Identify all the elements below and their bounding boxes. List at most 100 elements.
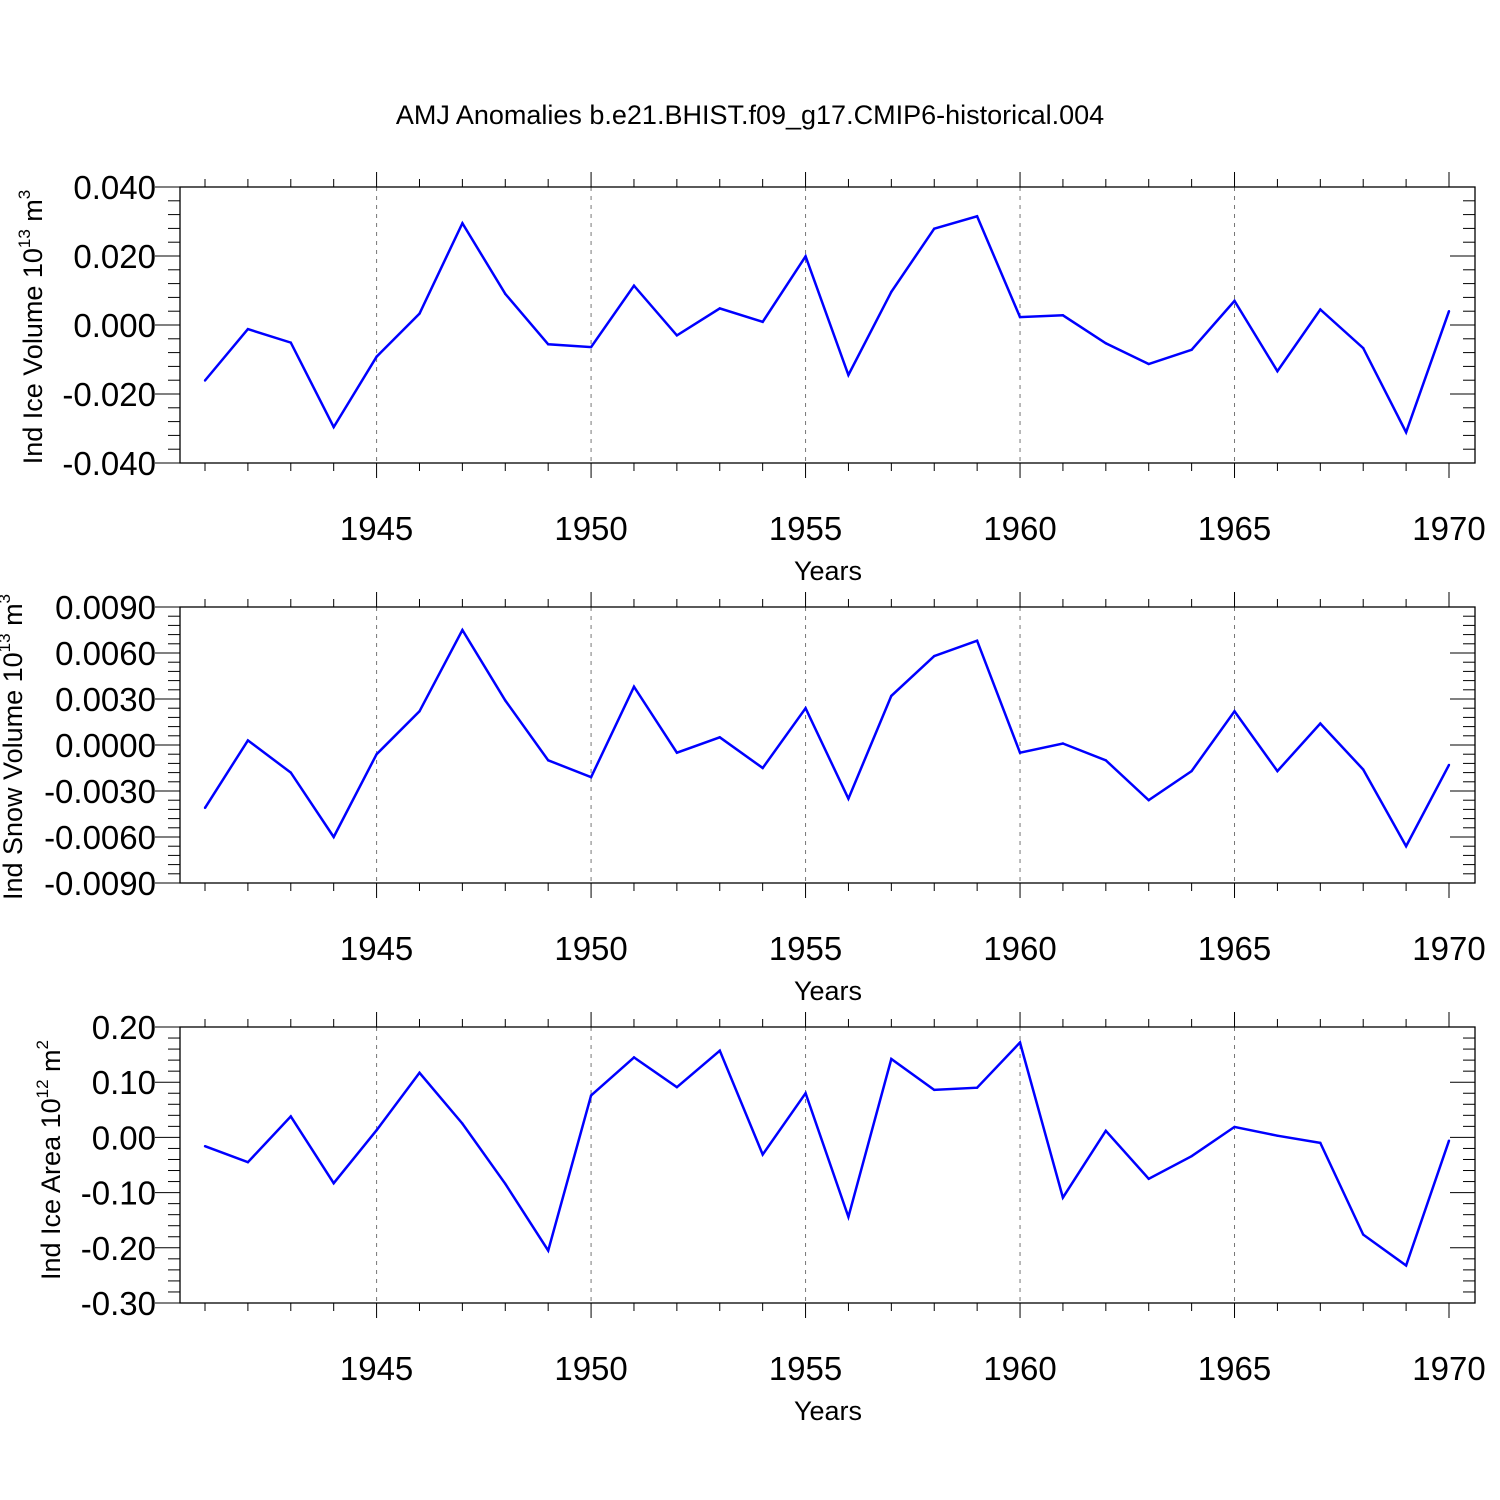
y-tick-label: -0.20 <box>81 1230 156 1267</box>
data-point <box>933 227 936 230</box>
data-point <box>890 694 893 698</box>
data-point <box>804 1092 807 1095</box>
x-tick-label: 1960 <box>983 1350 1056 1387</box>
y-tick-label: 0.10 <box>92 1064 156 1101</box>
data-point <box>933 1088 936 1092</box>
y-tick-label: 0.040 <box>73 169 156 206</box>
y-tick-label: 0.0000 <box>55 727 156 764</box>
y-tick-label: -0.10 <box>81 1175 156 1212</box>
x-tick-label: 1950 <box>554 930 627 967</box>
data-point <box>761 320 764 324</box>
data-point <box>1061 1196 1065 1199</box>
data-point <box>1319 1141 1322 1145</box>
data-point <box>1104 759 1108 762</box>
data-point <box>804 707 807 710</box>
data-point <box>546 759 550 762</box>
data-point <box>975 1086 979 1089</box>
data-point <box>632 1056 636 1059</box>
series-line <box>204 214 1451 436</box>
data-point <box>1147 1177 1150 1181</box>
data-point <box>1104 342 1108 345</box>
data-point <box>761 1153 764 1156</box>
figure-title: AMJ Anomalies b.e21.BHIST.f09_g17.CMIP6-… <box>396 100 1104 130</box>
data-point <box>975 215 979 218</box>
data-point <box>1190 348 1193 352</box>
data-point <box>1447 1139 1451 1142</box>
data-point <box>761 766 764 770</box>
x-tick-label: 1960 <box>983 930 1056 967</box>
x-tick-label: 1970 <box>1412 510 1485 547</box>
series-line <box>204 1040 1451 1268</box>
y-axis-title: Ind Ice Volume 1013 m3 <box>15 190 48 465</box>
x-tick-label: 1945 <box>340 1350 413 1387</box>
data-point <box>1447 310 1451 313</box>
series-line <box>203 627 1451 849</box>
x-tick-label: 1960 <box>983 510 1056 547</box>
data-point <box>1319 722 1322 725</box>
data-point <box>1447 763 1451 767</box>
y-tick-label: 0.0030 <box>55 681 156 718</box>
data-point <box>1362 346 1365 350</box>
data-point <box>461 1122 464 1125</box>
data-point <box>332 835 335 839</box>
x-tick-label: 1955 <box>769 930 842 967</box>
data-point <box>975 639 979 642</box>
x-tick-label: 1965 <box>1198 1350 1271 1387</box>
data-point <box>1319 308 1322 311</box>
data-point <box>1404 845 1408 848</box>
plot-frame <box>179 186 1476 464</box>
x-axis-title: Years <box>794 976 862 1006</box>
data-point <box>804 255 807 258</box>
data-point <box>504 699 507 702</box>
data-point <box>1190 1154 1193 1158</box>
data-point <box>289 771 292 774</box>
data-point <box>1233 1125 1236 1129</box>
data-point <box>1276 1134 1279 1137</box>
data-point <box>418 1071 421 1075</box>
x-tick-label: 1970 <box>1412 1350 1485 1387</box>
chart-panel-1: -0.040 -0.020 0.000 0.020 0.040 1945 1950 1955 1… <box>15 169 1486 586</box>
data-point <box>375 753 378 756</box>
data-point <box>1018 315 1022 319</box>
data-point <box>1404 1264 1408 1267</box>
data-point <box>847 797 850 800</box>
data-point <box>1018 751 1022 754</box>
data-point <box>1190 769 1193 773</box>
y-tick-label: 0.0060 <box>55 635 156 672</box>
data-point <box>1362 768 1365 771</box>
x-axis-title: Years <box>794 1396 862 1426</box>
data-point <box>589 1094 593 1097</box>
data-point <box>890 290 893 294</box>
y-tick-label: -0.0030 <box>44 773 156 810</box>
y-tick-label: 0.020 <box>73 238 156 275</box>
data-point <box>718 736 721 739</box>
data-point <box>1061 314 1065 317</box>
data-point <box>675 1085 679 1089</box>
data-point <box>546 1249 550 1252</box>
data-point <box>632 685 636 688</box>
data-point <box>461 628 464 632</box>
data-point <box>1276 769 1279 773</box>
data-point <box>933 654 936 658</box>
data-point <box>246 739 250 742</box>
data-point <box>1147 362 1150 366</box>
data-point <box>847 1215 850 1219</box>
data-point <box>1276 370 1279 373</box>
data-point <box>1233 299 1236 303</box>
data-point <box>675 751 679 754</box>
chart-panel-2: -0.0090 -0.0060 -0.0030 0.0000 0.0030 0.0060 0… <box>0 589 1486 1006</box>
data-point <box>1404 431 1408 434</box>
y-tick-label: 0.00 <box>92 1119 156 1156</box>
y-axis-title: Ind Snow Volume 1013 m3 <box>0 594 28 900</box>
y-tick-label: -0.040 <box>62 445 156 482</box>
data-point <box>504 292 507 296</box>
x-tick-label: 1965 <box>1198 510 1271 547</box>
data-point <box>375 1129 378 1132</box>
plot-frame <box>179 1026 1476 1304</box>
plot-frame <box>179 606 1476 884</box>
y-tick-label: -0.0060 <box>44 819 156 856</box>
data-point <box>589 345 593 349</box>
y-tick-label: -0.30 <box>81 1285 156 1322</box>
data-point <box>890 1057 893 1061</box>
data-point <box>718 307 721 310</box>
